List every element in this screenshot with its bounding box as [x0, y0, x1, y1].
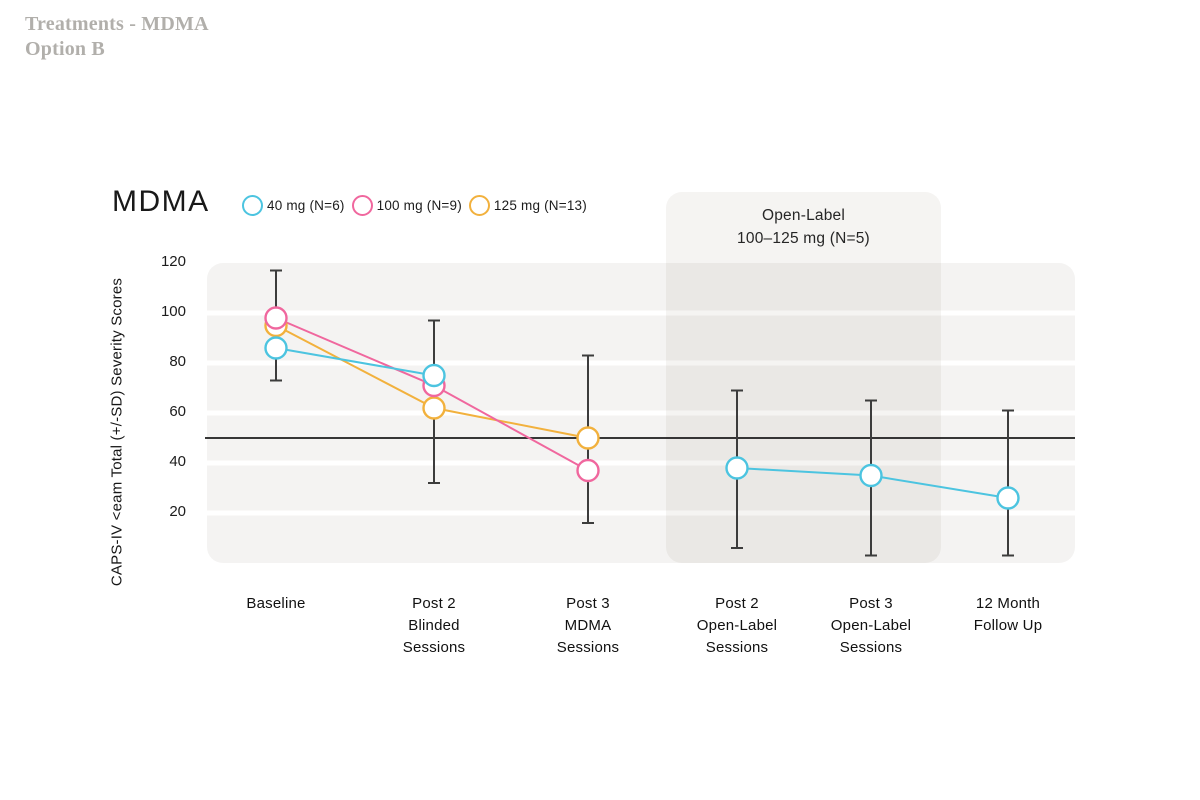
y-tick-label: 120	[160, 253, 186, 270]
x-category-label: Baseline	[246, 595, 306, 612]
data-point	[264, 336, 288, 360]
open-label-title-line2: 100–125 mg (N=5)	[737, 230, 870, 247]
data-point	[422, 363, 446, 388]
plot-bands	[207, 263, 1075, 563]
x-category-label: Post 3 MDMA Sessions	[556, 595, 620, 656]
series-line	[275, 324, 589, 439]
series-line	[275, 347, 435, 377]
chart-title: MDMA	[112, 185, 210, 218]
legend-label: 40 mg (N=6)	[267, 197, 345, 213]
x-category-label: 12 Month Follow Up	[973, 595, 1043, 634]
data-point	[422, 396, 446, 420]
chart-legend: 40 mg (N=6) 100 mg (N=9) 125 mg (N=13)	[242, 193, 587, 217]
legend-item-40mg: 40 mg (N=6)	[242, 194, 345, 216]
y-tick-label: 60	[169, 403, 186, 420]
y-tick-label: 80	[169, 353, 186, 370]
data-point	[264, 313, 288, 338]
data-point	[576, 426, 600, 450]
data-point	[996, 486, 1020, 510]
legend-label: 125 mg (N=13)	[493, 197, 587, 213]
data-point	[422, 373, 446, 398]
data-point	[264, 306, 288, 330]
y-tick-label: 20	[169, 503, 186, 520]
open-label-title: Open-Label 100–125 mg (N=5)	[666, 204, 941, 250]
y-axis-title: CAPS-IV <eam Total (+/-SD) Severity Scor…	[108, 277, 126, 587]
document-title: Treatments - MDMA	[25, 13, 209, 35]
y-tick-label: 100	[160, 303, 186, 320]
document-subtitle: Option B	[25, 38, 105, 60]
x-category-label: Post 2 Open-Label Sessions	[696, 595, 778, 656]
legend-marker-circle-icon	[351, 194, 373, 216]
series-line	[275, 317, 589, 472]
legend-marker-circle-icon	[242, 194, 263, 216]
open-label-title-line1: Open-Label	[761, 207, 845, 224]
data-point	[576, 458, 600, 483]
open-label-panel: Open-Label 100–125 mg (N=5)	[666, 192, 941, 563]
legend-item-100mg: 100 mg (N=9)	[351, 194, 462, 216]
document-header: Treatments - MDMA Option B	[25, 12, 209, 62]
x-category-label: Post 3 Open-Label Sessions	[830, 595, 912, 656]
legend-marker-circle-icon	[468, 194, 490, 216]
legend-item-125mg: 125 mg (N=13)	[468, 194, 587, 216]
legend-label: 100 mg (N=9)	[376, 197, 462, 213]
y-tick-label: 40	[169, 453, 186, 470]
x-category-label: Post 2 Blinded Sessions	[402, 595, 466, 656]
